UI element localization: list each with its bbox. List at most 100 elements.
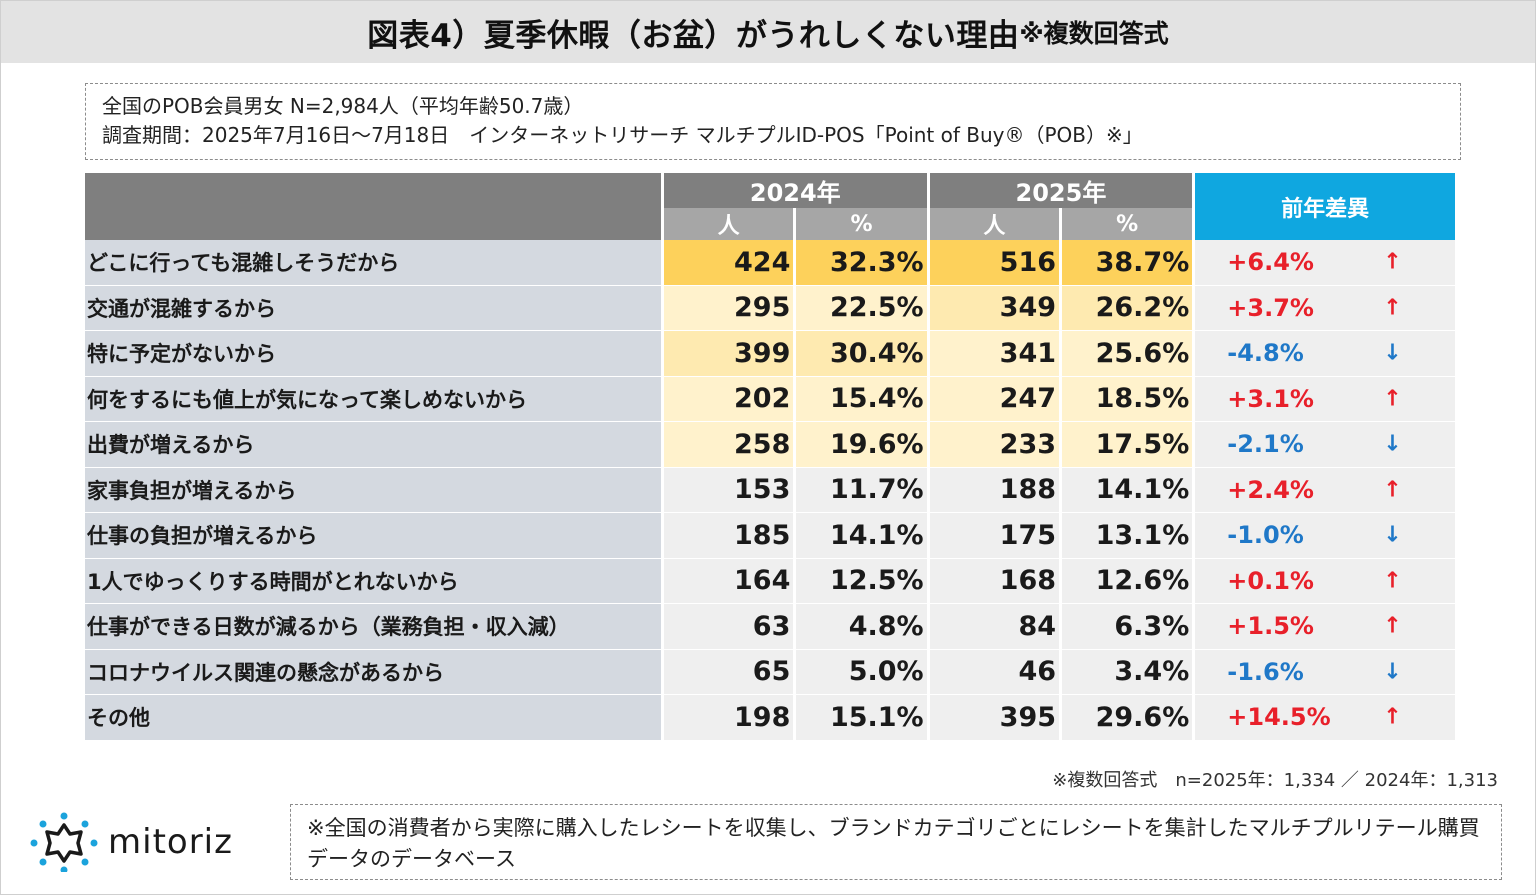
percent-2025-cell: 29.6% xyxy=(1062,695,1193,741)
count-2025-cell: 349 xyxy=(929,285,1060,331)
percent-2024-cell: 15.1% xyxy=(796,695,927,741)
diff-value: +1.5% xyxy=(1227,612,1314,641)
row-label: 交通が混雑するから xyxy=(85,285,661,331)
row-label: 何をするにも値上が気になって楽しめないから xyxy=(85,376,661,422)
header-2025-percent: % xyxy=(1062,208,1193,240)
count-2024-cell: 295 xyxy=(663,285,794,331)
header-blank xyxy=(85,173,661,240)
row-label: 特に予定がないから xyxy=(85,331,661,377)
table-row: 仕事ができる日数が減るから（業務負担・収入減） 63 4.8% 84 6.3% +1.5%… xyxy=(85,604,1455,650)
source-note-text: ※全国の消費者から実際に購入したレシートを収集し、ブランドカテゴリごとにレシート… xyxy=(307,816,1480,871)
table-row: どこに行っても混雑しそうだから 424 32.3% 516 38.7% +6.4% ↑ xyxy=(85,240,1455,286)
header-2024-people: 人 xyxy=(663,208,794,240)
logo-text: mitoriz xyxy=(108,822,233,862)
survey-info-box: 全国のPOB会員男女 N=2,984人（平均年齢50.7歳） 調査期間：2025… xyxy=(85,83,1461,160)
row-label: 仕事ができる日数が減るから（業務負担・収入減） xyxy=(85,604,661,650)
diff-value: +6.4% xyxy=(1227,248,1314,277)
percent-2024-cell: 32.3% xyxy=(796,240,927,286)
table-row: 交通が混雑するから 295 22.5% 349 26.2% +3.7% ↑ xyxy=(85,285,1455,331)
diff-value: +3.1% xyxy=(1227,384,1314,413)
count-2024-cell: 202 xyxy=(663,376,794,422)
arrow-down-icon: ↓ xyxy=(1383,431,1402,457)
diff-value: -1.6% xyxy=(1227,657,1304,686)
count-2025-cell: 84 xyxy=(929,604,1060,650)
table-row: 何をするにも値上が気になって楽しめないから 202 15.4% 247 18.5% +3.… xyxy=(85,376,1455,422)
arrow-up-icon: ↑ xyxy=(1383,249,1402,275)
table-row: 家事負担が増えるから 153 11.7% 188 14.1% +2.4% ↑ xyxy=(85,467,1455,513)
reasons-table: 2024年 2025年 前年差異 人 % 人 % どこに行っても混雑しそうだから… xyxy=(82,173,1458,741)
diff-value: +3.7% xyxy=(1227,293,1314,322)
count-2025-cell: 395 xyxy=(929,695,1060,741)
percent-2024-cell: 14.1% xyxy=(796,513,927,559)
percent-2025-cell: 25.6% xyxy=(1062,331,1193,377)
survey-sample-text: 全国のPOB会員男女 N=2,984人（平均年齢50.7歳） xyxy=(102,94,584,118)
table-row: コロナウイルス関連の懸念があるから 65 5.0% 46 3.4% -1.6% ↓ xyxy=(85,649,1455,695)
diff-cell: +1.5% ↑ xyxy=(1195,604,1455,650)
arrow-up-icon: ↑ xyxy=(1383,386,1402,412)
title-note: ※複数回答式 xyxy=(1019,19,1169,48)
row-label: 家事負担が増えるから xyxy=(85,467,661,513)
percent-2024-cell: 11.7% xyxy=(796,467,927,513)
percent-2024-cell: 22.5% xyxy=(796,285,927,331)
row-label: どこに行っても混雑しそうだから xyxy=(85,240,661,286)
percent-2025-cell: 13.1% xyxy=(1062,513,1193,559)
count-2025-cell: 188 xyxy=(929,467,1060,513)
diff-cell: +3.7% ↑ xyxy=(1195,285,1455,331)
header-2025-people: 人 xyxy=(929,208,1060,240)
count-2025-cell: 233 xyxy=(929,422,1060,468)
percent-2025-cell: 38.7% xyxy=(1062,240,1193,286)
diff-cell: +2.4% ↑ xyxy=(1195,467,1455,513)
percent-2025-cell: 3.4% xyxy=(1062,649,1193,695)
percent-2024-cell: 12.5% xyxy=(796,558,927,604)
percent-2024-cell: 4.8% xyxy=(796,604,927,650)
table-row: 特に予定がないから 399 30.4% 341 25.6% -4.8% ↓ xyxy=(85,331,1455,377)
diff-value: -1.0% xyxy=(1227,521,1304,550)
count-2024-cell: 399 xyxy=(663,331,794,377)
diff-value: +2.4% xyxy=(1227,475,1314,504)
page-title: 図表4）夏季休暇（お盆）がうれしくない理由 xyxy=(367,17,1020,54)
arrow-up-icon: ↑ xyxy=(1383,613,1402,639)
header-2024-percent: % xyxy=(796,208,927,240)
count-2024-cell: 164 xyxy=(663,558,794,604)
percent-2024-cell: 15.4% xyxy=(796,376,927,422)
table-row: その他 198 15.1% 395 29.6% +14.5% ↑ xyxy=(85,695,1455,741)
row-label: 出費が増えるから xyxy=(85,422,661,468)
count-2024-cell: 258 xyxy=(663,422,794,468)
diff-cell: -1.0% ↓ xyxy=(1195,513,1455,559)
percent-2025-cell: 17.5% xyxy=(1062,422,1193,468)
count-2024-cell: 63 xyxy=(663,604,794,650)
count-2025-cell: 247 xyxy=(929,376,1060,422)
percent-2025-cell: 26.2% xyxy=(1062,285,1193,331)
count-2025-cell: 46 xyxy=(929,649,1060,695)
diff-value: +0.1% xyxy=(1227,566,1314,595)
diff-cell: +14.5% ↑ xyxy=(1195,695,1455,741)
arrow-up-icon: ↑ xyxy=(1383,477,1402,503)
survey-period-text: 調査期間：2025年7月16日〜7月18日 インターネットリサーチ マルチプルI… xyxy=(102,123,1143,147)
diff-cell: -2.1% ↓ xyxy=(1195,422,1455,468)
percent-2024-cell: 30.4% xyxy=(796,331,927,377)
mitoriz-logo: mitoriz xyxy=(30,812,233,872)
percent-2024-cell: 5.0% xyxy=(796,649,927,695)
header-2025: 2025年 xyxy=(929,173,1193,208)
title-bar: 図表4）夏季休暇（お盆）がうれしくない理由 ※複数回答式 xyxy=(1,1,1535,63)
row-label: 仕事の負担が増えるから xyxy=(85,513,661,559)
percent-2025-cell: 6.3% xyxy=(1062,604,1193,650)
sample-size-footnote: ※複数回答式 n=2025年：1,334 ／ 2024年：1,313 xyxy=(1052,770,1498,791)
header-diff: 前年差異 xyxy=(1195,173,1455,240)
arrow-down-icon: ↓ xyxy=(1383,522,1402,548)
count-2024-cell: 65 xyxy=(663,649,794,695)
percent-2025-cell: 18.5% xyxy=(1062,376,1193,422)
table-row: 1人でゆっくりする時間がとれないから 164 12.5% 168 12.6% +0.1% ↑ xyxy=(85,558,1455,604)
row-label: 1人でゆっくりする時間がとれないから xyxy=(85,558,661,604)
row-label: コロナウイルス関連の懸念があるから xyxy=(85,649,661,695)
table-body: どこに行っても混雑しそうだから 424 32.3% 516 38.7% +6.4% ↑ 交通が… xyxy=(85,240,1455,741)
arrow-up-icon: ↑ xyxy=(1383,295,1402,321)
source-note-box: ※全国の消費者から実際に購入したレシートを収集し、ブランドカテゴリごとにレシート… xyxy=(290,804,1502,880)
diff-cell: +3.1% ↑ xyxy=(1195,376,1455,422)
diff-cell: -4.8% ↓ xyxy=(1195,331,1455,377)
diff-value: -4.8% xyxy=(1227,339,1304,368)
table-row: 仕事の負担が増えるから 185 14.1% 175 13.1% -1.0% ↓ xyxy=(85,513,1455,559)
arrow-down-icon: ↓ xyxy=(1383,659,1402,685)
table-row: 出費が増えるから 258 19.6% 233 17.5% -2.1% ↓ xyxy=(85,422,1455,468)
diff-cell: +0.1% ↑ xyxy=(1195,558,1455,604)
